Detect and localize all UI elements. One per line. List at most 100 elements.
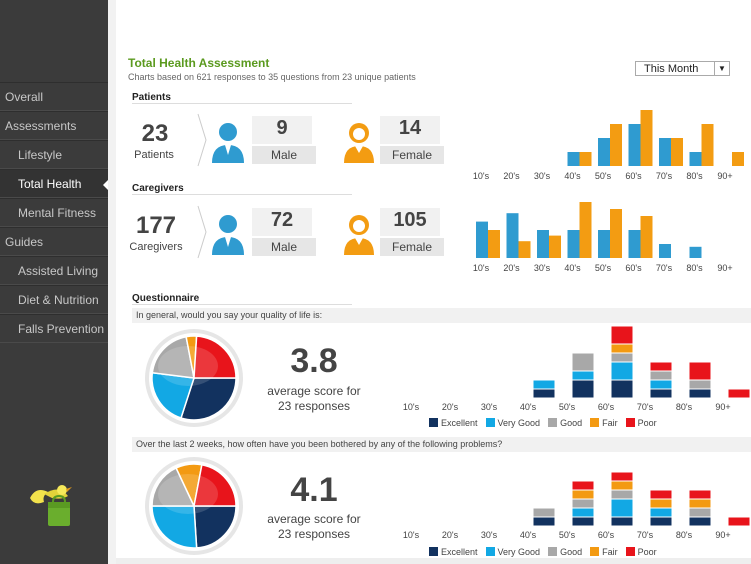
patients-bar — [732, 152, 744, 166]
sidebar-item-mental-fitness[interactable]: Mental Fitness — [0, 198, 108, 227]
tick-label: 80's — [676, 530, 693, 540]
patients-bar — [567, 152, 580, 166]
question-2-bar-segment — [688, 498, 712, 509]
sidebar-divider — [108, 0, 116, 564]
legend-label: Very Good — [497, 547, 541, 557]
sidebar-item-overall[interactable]: Overall — [0, 82, 108, 111]
caregivers-bar — [567, 230, 580, 258]
sidebar-item-total-health[interactable]: Total Health — [0, 169, 109, 198]
tick-label: 60's — [625, 263, 642, 273]
legend-swatch — [625, 418, 635, 427]
question-2-bar-segment — [571, 516, 595, 527]
tick-label: 10's — [473, 171, 490, 181]
question-2-legend: Excellent Very Good Good Fair Poor — [421, 547, 657, 557]
question-2-bar-segment — [688, 516, 712, 527]
patients-female-box — [380, 116, 440, 144]
tick-label: 50's — [595, 263, 612, 273]
question-1-bar-segment — [649, 379, 673, 390]
male-avatar-icon — [212, 123, 244, 163]
female-avatar-icon — [344, 123, 374, 163]
sidebar-item-guides[interactable]: Guides — [0, 227, 108, 256]
question-2-pie-gloss — [158, 474, 218, 514]
question-1-bar-segment — [649, 388, 673, 399]
tick-label: 20's — [442, 530, 459, 540]
question-2-bar-segment — [571, 507, 595, 518]
tick-label: 20's — [503, 263, 520, 273]
tick-label: 90+ — [717, 263, 732, 273]
caregivers-bar — [506, 213, 519, 258]
sidebar-item-assessments[interactable]: Assessments — [0, 111, 108, 140]
patients-bar — [659, 138, 671, 166]
legend-swatch — [429, 418, 438, 427]
question-1-bar-segment — [688, 361, 712, 381]
question-2-pie-slice — [193, 505, 237, 549]
tick-label: 50's — [559, 530, 576, 540]
legend-label: Fair — [602, 418, 618, 428]
question-2-pie-slice — [193, 463, 237, 507]
patients-bar — [598, 138, 610, 166]
sidebar-item-falls-prevention[interactable]: Falls Prevention — [0, 314, 108, 343]
sidebar-item-lifestyle[interactable]: Lifestyle — [0, 140, 108, 169]
period-select[interactable]: This Month ▼ — [635, 61, 730, 76]
legend-swatch — [485, 418, 495, 427]
legend-swatch — [548, 547, 558, 556]
page-subtitle: Charts based on 621 responses to 35 ques… — [128, 72, 416, 82]
tick-label: 20's — [442, 402, 459, 412]
caregivers-bar — [579, 202, 592, 258]
question-1-legend: Excellent Very Good Good Fair Poor — [421, 418, 657, 428]
chevron-down-icon[interactable]: ▼ — [714, 62, 729, 75]
bottom-bar — [116, 558, 751, 564]
tick-label: 40's — [564, 171, 581, 181]
question-1-score: 3.8 — [290, 342, 338, 380]
tick-label: 90+ — [717, 171, 732, 181]
tick-label: 20's — [503, 171, 520, 181]
legend-label: Excellent — [441, 418, 478, 428]
question-2-responses: 23 responses — [277, 527, 351, 541]
tick-label: 80's — [676, 402, 693, 412]
question-2-bar-segment — [571, 498, 595, 509]
tick-label: 10's — [473, 263, 490, 273]
question-2-bar-segment — [532, 516, 556, 527]
tick-label: 40's — [520, 530, 537, 540]
question-2-age-chart: 10's 20's 30's 40's 50's 60's 70's 80's 90+ — [403, 471, 751, 540]
question-1-text: In general, would you say your quality o… — [132, 308, 751, 323]
patients-bar — [579, 152, 592, 166]
question-1-bar-segment — [610, 343, 634, 354]
tick-label: 10's — [403, 530, 420, 540]
question-2-bar-segment — [610, 498, 634, 518]
legend-swatch — [625, 547, 635, 556]
tick-label: 60's — [598, 530, 615, 540]
bird-logo-icon — [30, 485, 72, 526]
tick-label: 70's — [637, 402, 654, 412]
patients-bar — [628, 124, 641, 166]
tick-label: 60's — [625, 171, 642, 181]
caregivers-bar — [488, 230, 500, 258]
legend-label: Very Good — [497, 418, 541, 428]
patients-male-box — [252, 116, 312, 144]
question-1-age-chart: 10's 20's 30's 40's 50's 60's 70's 80's 90+ — [403, 325, 751, 412]
male-avatar-icon — [212, 215, 244, 255]
question-2-bar-segment — [610, 516, 634, 527]
question-2-bar-segment — [571, 489, 595, 500]
tick-label: 30's — [534, 171, 551, 181]
tick-label: 50's — [559, 402, 576, 412]
question-1-bar-segment — [610, 379, 634, 399]
tick-label: 60's — [598, 402, 615, 412]
sidebar-item-diet-nutrition[interactable]: Diet & Nutrition — [0, 285, 108, 314]
sidebar-item-assisted-living[interactable]: Assisted Living — [0, 256, 108, 285]
patients-age-chart: 10's 20's 30's 40's 50's 60's 70's 80's 90+ — [473, 110, 744, 181]
tick-label: 70's — [656, 171, 673, 181]
question-1-responses: 23 responses — [277, 399, 351, 413]
question-2-bar-segment — [688, 507, 712, 518]
tick-label: 40's — [520, 402, 537, 412]
caregivers-male-count: 72 — [270, 209, 294, 231]
tick-label: 10's — [403, 402, 420, 412]
caregivers-bar — [476, 221, 488, 258]
patients-female-label: Female — [380, 146, 444, 164]
question-2-pie-slice — [151, 466, 196, 507]
main-content: Total Health Assessment Charts based on … — [116, 0, 751, 558]
questionnaire-heading: Questionnaire — [132, 293, 352, 305]
question-1-bar-segment — [727, 388, 751, 399]
legend-swatch — [590, 547, 600, 556]
question-1-bar-segment — [610, 361, 634, 381]
